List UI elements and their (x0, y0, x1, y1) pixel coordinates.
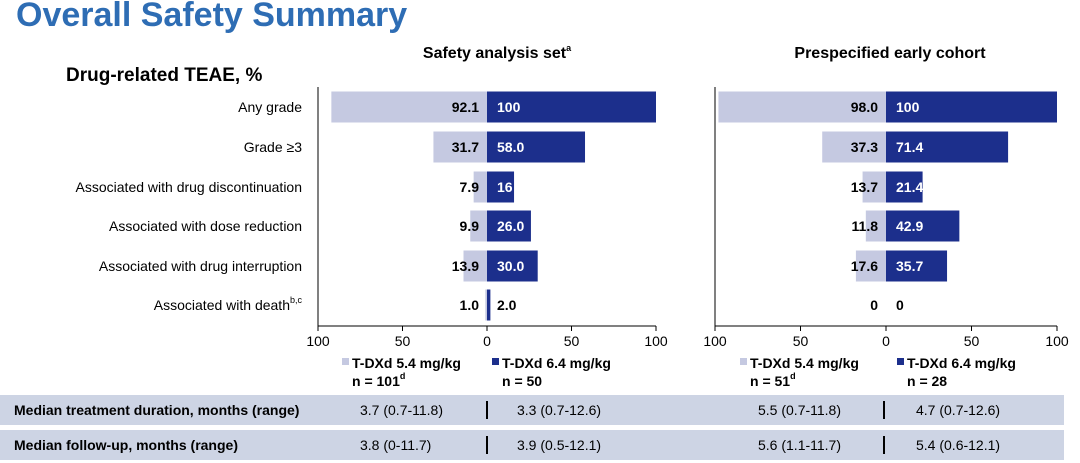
bar (487, 250, 538, 282)
table-cell: 4.7 (0.7-12.6) (916, 402, 1001, 418)
data-label: 98.0 (851, 99, 878, 115)
legend-n-label: n = 101d (352, 371, 405, 389)
panel-title: Prespecified early cohort (794, 45, 986, 62)
category-label: Any grade (238, 99, 302, 115)
bar (487, 289, 491, 321)
bar (487, 210, 531, 242)
table-cell: 3.7 (0.7-11.8) (360, 402, 444, 418)
data-label: 1.0 (460, 297, 480, 313)
bar (485, 289, 487, 321)
data-label: 9.9 (460, 218, 480, 234)
row-label: Median follow-up, months (range) (14, 437, 238, 453)
category-label: Associated with deathb,c (154, 295, 303, 313)
separator (486, 436, 488, 454)
data-label: 2.0 (497, 297, 517, 313)
table-cell: 3.8 (0-11.7) (360, 437, 432, 453)
table-row: Median treatment duration, months (range… (0, 395, 1064, 425)
bar (886, 171, 923, 203)
data-label: 42.9 (896, 218, 923, 234)
data-label: 13.9 (452, 258, 479, 274)
bar (855, 250, 886, 282)
legend-label: T-DXd 6.4 mg/kg (502, 355, 611, 371)
legend-label: T-DXd 6.4 mg/kg (907, 355, 1016, 371)
legend-label: T-DXd 5.4 mg/kg (750, 355, 859, 371)
data-label: 37.3 (851, 139, 878, 155)
table-cell: 3.9 (0.5-12.1) (517, 437, 602, 453)
legend-n-label: n = 51d (750, 371, 796, 389)
table-cell: 5.6 (1.1-11.7) (758, 437, 842, 453)
data-label: 58.0 (497, 139, 524, 155)
row-label: Median treatment duration, months (range… (14, 402, 300, 418)
separator (883, 436, 885, 454)
x-tick-label: 100 (1045, 333, 1069, 349)
x-tick-label: 50 (964, 333, 980, 349)
category-label: Grade ≥3 (244, 139, 302, 155)
bar (463, 250, 487, 282)
bar (822, 131, 886, 163)
bar (487, 131, 586, 163)
legend-n-label: n = 28 (907, 373, 947, 389)
x-tick-label: 50 (395, 333, 411, 349)
data-label: 35.7 (896, 258, 923, 274)
bar (865, 210, 886, 242)
bar (886, 250, 948, 282)
page-title: Overall Safety Summary (16, 0, 408, 34)
category-label: Associated with dose reduction (109, 218, 302, 234)
legend-swatch (342, 358, 349, 365)
bar (473, 171, 487, 203)
data-label: 92.1 (452, 99, 479, 115)
data-label: 13.7 (851, 179, 878, 195)
table-row: Median follow-up, months (range) 3.8 (0-… (0, 430, 1064, 460)
category-label: Associated with drug interruption (99, 258, 302, 274)
data-label: 17.6 (851, 258, 878, 274)
x-tick-label: 100 (644, 333, 668, 349)
panel-title: Safety analysis seta (423, 43, 572, 62)
bar (487, 91, 656, 123)
bar (487, 171, 515, 203)
data-label: 71.4 (896, 139, 923, 155)
x-tick-label: 0 (882, 333, 890, 349)
bar (718, 91, 886, 123)
bar (886, 210, 960, 242)
bar (470, 210, 487, 242)
bar (886, 131, 1009, 163)
bar (331, 91, 487, 123)
bar (433, 131, 487, 163)
chart: Drug-related TEAE, % Any grade Grade ≥3 Ass… (66, 43, 1069, 389)
data-label: 11.8 (852, 218, 879, 234)
bar (862, 171, 886, 203)
legend-n-label: n = 50 (502, 373, 542, 389)
data-label: 21.4 (896, 179, 923, 195)
legend-swatch (492, 358, 499, 365)
data-label: 100 (497, 99, 521, 115)
legend-label: T-DXd 5.4 mg/kg (352, 355, 461, 371)
table-cell: 5.5 (0.7-11.8) (758, 402, 842, 418)
table-cell: 5.4 (0.6-12.1) (916, 437, 1001, 453)
legend-swatch (897, 358, 904, 365)
x-tick-label: 100 (306, 333, 330, 349)
data-label: 31.7 (452, 139, 479, 155)
data-label: 26.0 (497, 218, 524, 234)
table-cell: 3.3 (0.7-12.6) (517, 402, 602, 418)
x-tick-label: 50 (564, 333, 580, 349)
x-tick-label: 50 (793, 333, 809, 349)
x-tick-label: 0 (483, 333, 491, 349)
separator (486, 401, 488, 419)
separator (883, 401, 885, 419)
data-label: 16 (497, 179, 513, 195)
x-tick-label: 100 (703, 333, 727, 349)
data-label: 0 (896, 297, 904, 313)
data-label: 7.9 (460, 179, 480, 195)
data-label: 100 (896, 99, 920, 115)
category-label: Associated with drug discontinuation (76, 179, 302, 195)
data-label: 30.0 (497, 258, 524, 274)
data-label: 0 (870, 297, 878, 313)
bar (886, 91, 1057, 123)
legend-swatch (740, 358, 747, 365)
y-axis-label: Drug-related TEAE, % (66, 65, 262, 86)
